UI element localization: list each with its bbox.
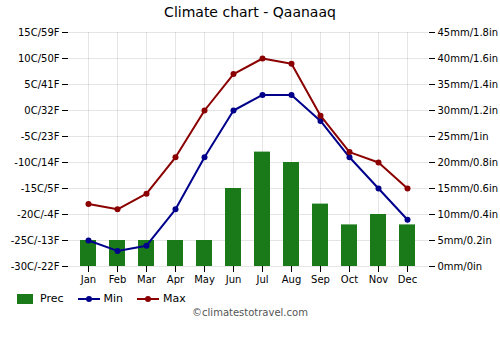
html-text:Climate chart - Qaanaaq: Climate chart - Qaanaaq (164, 4, 336, 20)
svg-text:35mm/1.4in: 35mm/1.4in (438, 79, 499, 90)
svg-text:15C/59F: 15C/59F (18, 27, 60, 38)
svg-text:Nov: Nov (369, 274, 389, 285)
svg-text:25mm/1in: 25mm/1in (438, 131, 489, 142)
html-text:©climatestotravel.com: ©climatestotravel.com (192, 307, 308, 318)
html-text:Min: Min (103, 292, 124, 305)
svg-text:-5C/23F: -5C/23F (21, 131, 60, 142)
svg-text:0C/32F: 0C/32F (24, 105, 59, 116)
svg-text:May: May (194, 274, 215, 285)
svg-text:5C/41F: 5C/41F (24, 79, 59, 90)
svg-text:Apr: Apr (167, 274, 185, 285)
svg-text:30mm/1.2in: 30mm/1.2in (438, 105, 499, 116)
svg-text:Sep: Sep (311, 274, 330, 285)
svg-text:Dec: Dec (398, 274, 417, 285)
html-text:Max: Max (163, 292, 186, 305)
svg-text:40mm/1.6in: 40mm/1.6in (438, 53, 499, 64)
svg-text:15mm/0.6in: 15mm/0.6in (438, 183, 499, 194)
svg-text:-30C/-22F: -30C/-22F (11, 261, 60, 272)
svg-text:-15C/5F: -15C/5F (21, 183, 60, 194)
svg-text:Oct: Oct (341, 274, 358, 285)
svg-text:0mm/0in: 0mm/0in (438, 261, 483, 272)
html-text:Prec: Prec (40, 292, 64, 305)
svg-text:45mm/1.8in: 45mm/1.8in (438, 27, 499, 38)
svg-text:Jun: Jun (225, 274, 242, 285)
svg-text:Jul: Jul (255, 274, 268, 285)
svg-text:10C/50F: 10C/50F (18, 53, 60, 64)
svg-text:Mar: Mar (137, 274, 157, 285)
svg-text:20mm/0.8in: 20mm/0.8in (438, 157, 499, 168)
svg-text:-10C/14F: -10C/14F (14, 157, 59, 168)
svg-text:Aug: Aug (282, 274, 302, 285)
svg-text:5mm/0.2in: 5mm/0.2in (438, 235, 492, 246)
svg-text:-25C/-13F: -25C/-13F (11, 235, 60, 246)
svg-text:-20C/-4F: -20C/-4F (17, 209, 60, 220)
svg-text:10mm/0.4in: 10mm/0.4in (438, 209, 499, 220)
svg-text:Feb: Feb (109, 274, 127, 285)
svg-text:Jan: Jan (80, 274, 96, 285)
